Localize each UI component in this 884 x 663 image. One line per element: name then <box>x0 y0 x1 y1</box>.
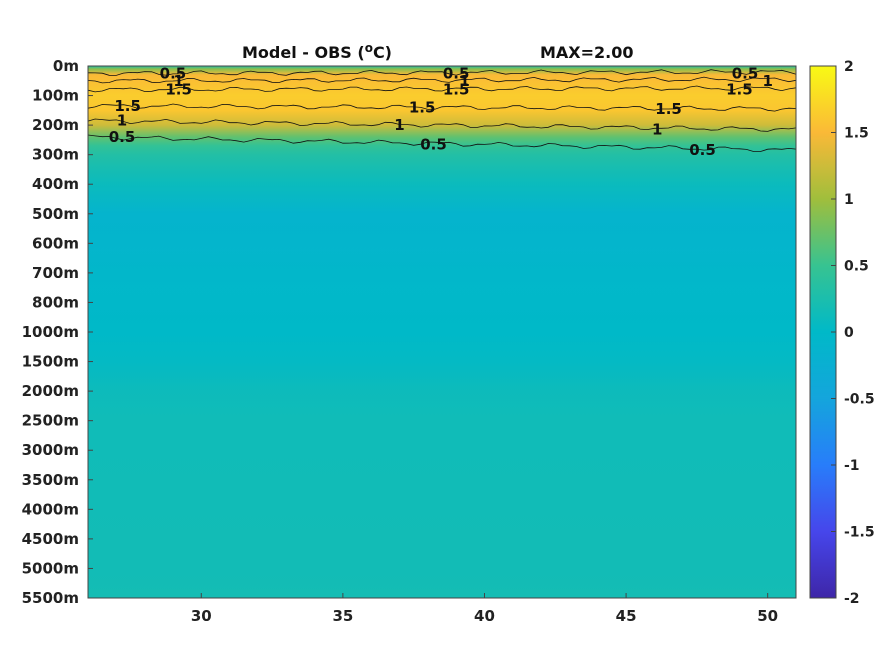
colorbar-tick-label: -1.5 <box>844 525 875 541</box>
contour-label: 0.5 <box>109 128 136 146</box>
contour-label: 1 <box>652 121 662 139</box>
y-tick-label: 0m <box>53 57 79 75</box>
contour-label: 1 <box>459 72 469 90</box>
y-tick-label: 300m <box>32 146 79 164</box>
contour-label: 1 <box>762 72 772 90</box>
contour-label: 0.5 <box>160 64 187 82</box>
colorbar-tick-label: -0.5 <box>844 392 875 408</box>
y-tick-label: 3500m <box>22 471 79 489</box>
contour-label: 1.5 <box>165 81 192 99</box>
y-tick-label: 1000m <box>22 323 79 341</box>
colorbar-tick-label: 1.5 <box>844 126 869 142</box>
contour-line-0 <box>87 69 797 76</box>
contour-label: 1.5 <box>443 81 470 99</box>
y-tick-label: 1500m <box>22 353 79 371</box>
heatmap-field <box>88 66 796 598</box>
y-axis: 0m 100m 200m 300m 400m 500m 600m 700m 800m 1000m 1… <box>22 57 93 607</box>
x-axis: 30 35 40 45 50 <box>191 593 778 625</box>
contour-line-1 <box>87 76 797 84</box>
y-tick-label: 3000m <box>22 441 79 459</box>
contour-label: 0.5 <box>732 64 759 82</box>
colorbar-tick-label: 2 <box>844 59 854 75</box>
colorbar-tick-label: -1 <box>844 458 860 474</box>
contour-label: 1 <box>117 112 127 130</box>
colorbar-tick-label: 0 <box>844 325 854 341</box>
title-superscript: o <box>365 41 373 55</box>
contour-labels: 0.511.50.511.50.5 11.51.5 1.5 1.51 1 10.5 0.5 0… <box>109 64 773 159</box>
colorbar-tick-label: 0.5 <box>844 259 869 275</box>
y-tick-label: 4000m <box>22 500 79 518</box>
contour-label: 1.5 <box>726 81 753 99</box>
y-tick-label: 400m <box>32 175 79 193</box>
contour-line-4 <box>87 118 797 132</box>
contour-label: 1 <box>173 72 183 90</box>
y-tick-label: 600m <box>32 234 79 252</box>
y-tick-label: 5500m <box>22 589 79 607</box>
title-end: C) <box>373 43 392 62</box>
contour-lines <box>87 69 797 152</box>
x-tick-label: 45 <box>616 607 637 625</box>
contour-label: 0.5 <box>689 141 716 159</box>
y-tick-label: 800m <box>32 293 79 311</box>
y-tick-label: 500m <box>32 205 79 223</box>
x-tick-label: 30 <box>191 607 212 625</box>
colorbar-ticks: 2 1.5 1 0.5 0 -0.5 -1 -1.5 -2 <box>831 59 875 607</box>
contour-line-5 <box>87 134 797 152</box>
contour-label: 1.5 <box>114 97 141 115</box>
colorbar-tick-label: -2 <box>844 591 860 607</box>
contour-label: 0.5 <box>420 135 447 153</box>
contour-label: 1.5 <box>409 98 436 116</box>
contour-label: 1.5 <box>655 100 682 118</box>
y-tick-label: 2000m <box>22 382 79 400</box>
contour-line-2 <box>87 85 797 93</box>
y-tick-label: 700m <box>32 264 79 282</box>
contour-line-3 <box>87 103 797 112</box>
y-tick-label: 100m <box>32 87 79 105</box>
chart-title: Model - OBS (oC) <box>242 41 392 62</box>
contour-label: 0.5 <box>443 64 470 82</box>
y-tick-label: 200m <box>32 116 79 134</box>
y-tick-label: 2500m <box>22 412 79 430</box>
y-tick-label: 4500m <box>22 530 79 548</box>
x-tick-label: 40 <box>474 607 495 625</box>
x-tick-label: 35 <box>332 607 353 625</box>
x-tick-label: 50 <box>757 607 778 625</box>
colorbar-tick-label: 1 <box>844 192 854 208</box>
contour-label: 1 <box>394 116 404 134</box>
y-tick-label: 5000m <box>22 559 79 577</box>
max-label: MAX=2.00 <box>540 43 634 62</box>
